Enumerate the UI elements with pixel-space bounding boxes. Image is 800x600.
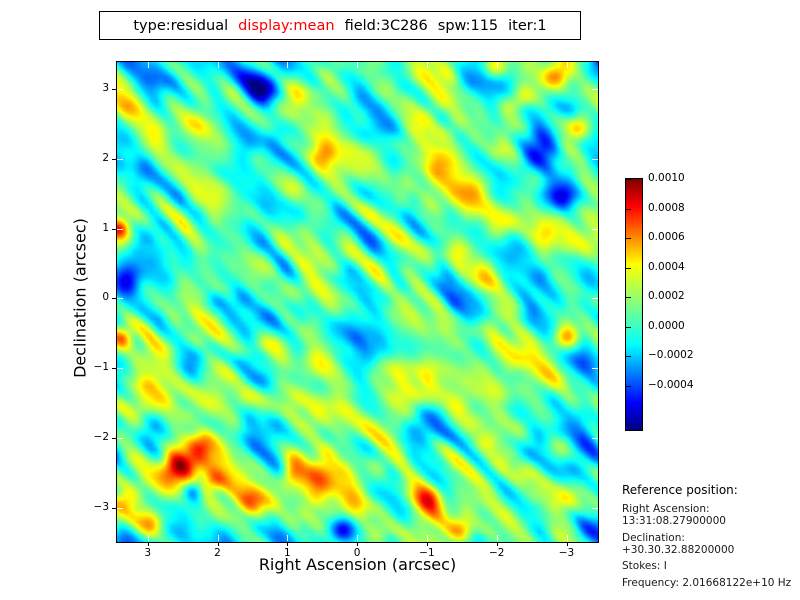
x-tick-label: 2 xyxy=(214,547,221,559)
colorbar-tick-mark xyxy=(626,356,631,358)
residual-heatmap-image xyxy=(117,62,598,542)
title-segment: display:mean xyxy=(238,17,335,34)
x-tick-mark xyxy=(287,62,289,68)
colorbar-tick-label: 0.0008 xyxy=(648,201,685,214)
x-tick-mark xyxy=(217,542,219,546)
x-tick-mark xyxy=(357,62,359,68)
image-plot-area: 3 2 1 0 −1 −2 −3 3 2 1 0 −1 −2 −3 xyxy=(94,61,599,559)
colorbar-tick-mark xyxy=(626,238,631,240)
y-tick-mark xyxy=(112,507,116,509)
x-tick-mark xyxy=(566,542,568,546)
x-tick-mark xyxy=(496,542,498,546)
y-axis-label: Declination (arcsec) xyxy=(70,218,90,378)
y-tick-label: 0 xyxy=(102,291,109,304)
x-tick-label: 0 xyxy=(353,547,361,559)
x-tick-label: −3 xyxy=(558,547,575,559)
colorbar-tick-label: 0.0010 xyxy=(648,172,685,184)
reference-heading: Reference position: xyxy=(622,483,738,497)
y-tick-mark xyxy=(117,507,123,509)
y-tick-mark xyxy=(117,228,123,230)
y-tick-mark xyxy=(117,298,123,300)
colorbar-tick-mark xyxy=(626,267,631,269)
colorbar-tick-label: 0.0006 xyxy=(648,231,685,244)
x-tick-label: −1 xyxy=(419,547,435,559)
title-segment: iter:1 xyxy=(508,17,547,34)
title-segment: field:3C286 xyxy=(344,17,428,34)
colorbar-tick-label: −0.0004 xyxy=(648,378,694,391)
y-tick-mark xyxy=(117,437,123,439)
x-tick-mark xyxy=(357,535,359,541)
colorbar-tick-mark xyxy=(626,208,631,210)
colorbar-tick-label: 0.0000 xyxy=(648,319,685,332)
x-tick-mark xyxy=(147,62,149,68)
reference-position-block: Reference position: Right Ascension: 13:… xyxy=(622,483,800,593)
y-tick-mark xyxy=(592,88,598,90)
x-tick-label: 1 xyxy=(283,547,291,559)
y-tick-mark xyxy=(112,298,116,300)
reference-declination: Declination: +30.30.32.88200000 xyxy=(622,531,735,556)
x-tick-mark xyxy=(357,542,359,546)
y-tick-mark xyxy=(592,158,598,160)
colorbar-tick-label: 0.0004 xyxy=(648,260,685,273)
y-tick-mark xyxy=(592,507,598,509)
y-tick-label: −1 xyxy=(93,361,109,374)
y-tick-mark xyxy=(112,437,116,439)
x-axis-label: Right Ascension (arcsec) xyxy=(258,555,457,574)
x-tick-mark xyxy=(147,542,149,546)
y-tick-label: −3 xyxy=(93,500,109,513)
colorbar-tick-label: −0.0002 xyxy=(648,349,694,362)
x-tick-label: −2 xyxy=(488,547,505,559)
plot-title-box: type:residual display:mean field:3C286 spw:… xyxy=(99,11,581,40)
x-tick-mark xyxy=(426,535,428,541)
y-tick-mark xyxy=(112,88,116,90)
y-tick-mark xyxy=(112,158,116,160)
y-tick-label: −2 xyxy=(93,430,109,443)
colorbar xyxy=(625,178,643,431)
y-tick-mark xyxy=(592,228,598,230)
x-tick-mark xyxy=(217,62,219,68)
y-tick-label: 1 xyxy=(102,221,109,234)
title-segment: spw:115 xyxy=(437,17,499,34)
y-tick-mark xyxy=(117,88,123,90)
x-tick-label: 3 xyxy=(144,547,152,559)
x-tick-mark xyxy=(496,535,498,541)
colorbar-tick-label: 0.0002 xyxy=(648,290,685,303)
x-tick-mark xyxy=(426,542,428,546)
y-tick-mark xyxy=(112,368,116,370)
colorbar-tick-mark xyxy=(626,385,631,387)
y-tick-mark xyxy=(112,228,116,230)
x-tick-mark xyxy=(426,62,428,68)
y-tick-mark xyxy=(117,368,123,370)
y-tick-label: 2 xyxy=(102,151,109,164)
title-segment: type:residual xyxy=(133,17,229,34)
x-tick-mark xyxy=(566,535,568,541)
reference-right-ascension: Right Ascension: 13:31:08.27900000 xyxy=(622,503,726,527)
y-tick-label: 3 xyxy=(102,81,109,94)
y-tick-mark xyxy=(592,368,598,370)
colorbar-tick-mark xyxy=(626,179,631,180)
x-tick-mark xyxy=(217,535,219,541)
colorbar-tick-mark xyxy=(626,326,631,328)
x-tick-mark xyxy=(496,62,498,68)
y-tick-mark xyxy=(592,437,598,439)
colorbar-tick-mark xyxy=(626,297,631,299)
y-tick-mark xyxy=(117,158,123,160)
x-tick-mark xyxy=(287,535,289,541)
x-tick-mark xyxy=(287,542,289,546)
y-tick-mark xyxy=(592,298,598,300)
x-tick-mark xyxy=(566,62,568,68)
reference-stokes: Stokes: I xyxy=(622,560,667,572)
x-tick-mark xyxy=(147,535,149,541)
reference-frequency: Frequency: 2.01668122e+10 Hz xyxy=(622,576,792,589)
